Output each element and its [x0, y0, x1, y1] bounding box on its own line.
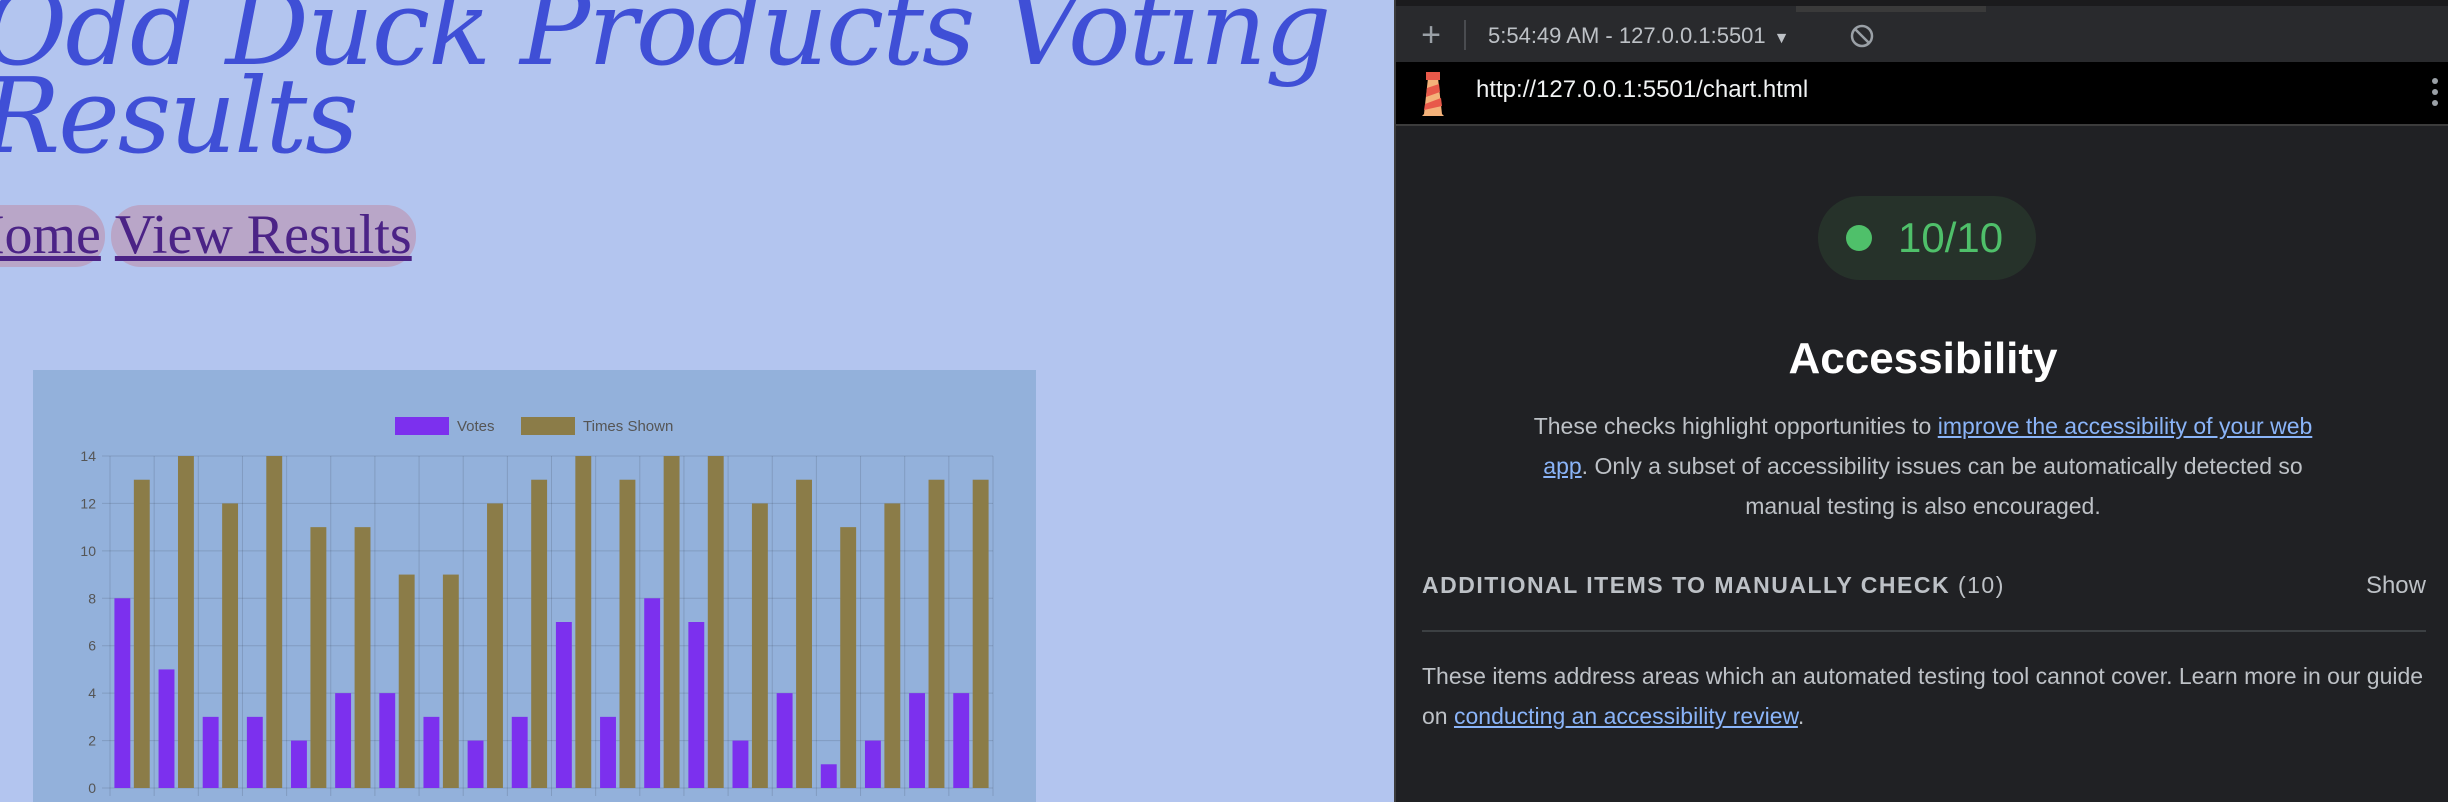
report-select[interactable]: 5:54:49 AM - 127.0.0.1:5501 ▼ — [1488, 20, 1790, 52]
bar-votes — [909, 693, 926, 788]
bar-times-shown — [266, 456, 283, 788]
bar-times-shown — [222, 503, 239, 788]
chart-canvas: 0 2 4 6 8 10 12 14 Votes Times Shown — [80, 417, 994, 796]
bar-votes — [688, 622, 705, 788]
y-tick-label: 8 — [88, 590, 96, 606]
bar-times-shown — [487, 503, 503, 788]
bar-votes — [820, 764, 837, 788]
y-tick-label: 4 — [88, 685, 96, 701]
bar-votes — [379, 693, 396, 788]
section-divider — [1422, 630, 2426, 632]
lighthouse-toolbar: + 5:54:49 AM - 127.0.0.1:5501 ▼ — [1396, 0, 2448, 62]
y-tick-label: 12 — [80, 495, 96, 511]
report-url-bar: http://127.0.0.1:5501/chart.html — [1396, 62, 2448, 126]
accessibility-guide-link[interactable]: improve the accessibility of your web ap… — [1543, 413, 2313, 479]
bar-times-shown — [663, 456, 680, 788]
y-tick-label: 0 — [88, 780, 96, 796]
bar-times-shown — [751, 503, 768, 788]
toolbar-tab-indicator — [1796, 6, 1986, 12]
bar-votes — [246, 716, 263, 788]
page-title: Odd Duck Products Voting Results — [0, 0, 1331, 177]
manual-checks-header[interactable]: ADDITIONAL ITEMS TO MANUALLY CHECK (10) … — [1422, 572, 2426, 602]
toolbar-divider — [1464, 20, 1466, 50]
legend-swatch — [395, 417, 449, 435]
report-url: http://127.0.0.1:5501/chart.html — [1476, 76, 1809, 103]
bar-votes — [953, 693, 970, 788]
manual-desc-text-end: . — [1797, 703, 1805, 729]
bar-times-shown — [619, 479, 636, 788]
accessibility-review-link[interactable]: conducting an accessibility review — [1453, 703, 1798, 729]
bar-times-shown — [442, 574, 459, 788]
score-value: 10/10 — [1898, 214, 2004, 261]
manual-checks-title: ADDITIONAL ITEMS TO MANUALLY CHECK (10) — [1422, 572, 2005, 599]
bar-times-shown — [928, 479, 945, 788]
description-text: These checks highlight opportunities to — [1533, 413, 1938, 439]
legend-swatch — [521, 417, 575, 435]
bar-votes — [114, 598, 131, 788]
bar-times-shown — [531, 479, 548, 788]
bar-times-shown — [575, 456, 592, 788]
nav-link-home[interactable]: Home — [0, 205, 105, 267]
manual-desc-text: These items address areas which an autom… — [1422, 663, 2424, 729]
bar-times-shown — [884, 503, 901, 788]
bar-votes — [776, 693, 793, 788]
bar-times-shown — [796, 479, 812, 788]
show-toggle-button[interactable]: Show — [2365, 572, 2426, 599]
score-status-dot — [1846, 225, 1872, 251]
bar-votes — [600, 716, 616, 788]
bar-votes — [335, 693, 352, 788]
clear-block-icon[interactable] — [1850, 24, 1874, 48]
manual-checks-description: These items address areas which an autom… — [1422, 656, 2426, 736]
bar-times-shown — [310, 527, 327, 788]
devtools-panel: + 5:54:49 AM - 127.0.0.1:5501 ▼ http://12… — [1394, 0, 2448, 802]
bar-votes — [467, 740, 484, 788]
y-tick-label: 6 — [88, 638, 96, 654]
y-tick-label: 10 — [80, 543, 96, 559]
lighthouse-icon — [1422, 72, 1444, 116]
legend-label: Times Shown — [583, 418, 673, 435]
results-chart: 0 2 4 6 8 10 12 14 Votes Times Shown — [33, 370, 1036, 802]
nav-link-view-results[interactable]: View Results — [110, 205, 416, 267]
bar-times-shown — [972, 479, 989, 788]
category-title: Accessibility — [1788, 334, 2058, 383]
legend-label: Votes — [457, 418, 495, 435]
caret-down-icon: ▼ — [1773, 30, 1790, 47]
bar-votes — [423, 716, 440, 788]
report-select-label: 5:54:49 AM - 127.0.0.1:5501 — [1488, 23, 1766, 48]
bar-times-shown — [177, 456, 194, 788]
category-description: These checks highlight opportunities to … — [1526, 406, 2320, 526]
y-tick-label: 14 — [80, 448, 96, 464]
bar-times-shown — [840, 527, 857, 788]
bar-votes — [864, 740, 881, 788]
bar-votes — [555, 622, 572, 788]
manual-checks-label: ADDITIONAL ITEMS TO MANUALLY CHECK — [1422, 572, 1951, 598]
plus-icon[interactable]: + — [1421, 16, 1441, 54]
score-badge: 10/10 — [1818, 196, 2036, 280]
bar-times-shown — [354, 527, 371, 788]
bar-votes — [732, 740, 749, 788]
y-tick-label: 2 — [88, 733, 96, 749]
manual-checks-count: (10) — [1957, 572, 2005, 598]
bar-votes — [511, 716, 528, 788]
bar-times-shown — [398, 574, 415, 788]
bar-votes — [202, 716, 219, 788]
bar-times-shown — [707, 456, 724, 788]
bar-votes — [644, 598, 661, 788]
bar-times-shown — [133, 479, 150, 788]
nav-bar: Home View Results — [0, 205, 416, 269]
web-page: Odd Duck Products Voting Results Home Vi… — [0, 0, 1332, 802]
bar-votes — [291, 740, 307, 788]
description-text-end: . Only a subset of accessibility issues … — [1581, 453, 2303, 519]
bar-votes — [158, 669, 175, 788]
more-options-icon[interactable] — [2432, 78, 2440, 111]
